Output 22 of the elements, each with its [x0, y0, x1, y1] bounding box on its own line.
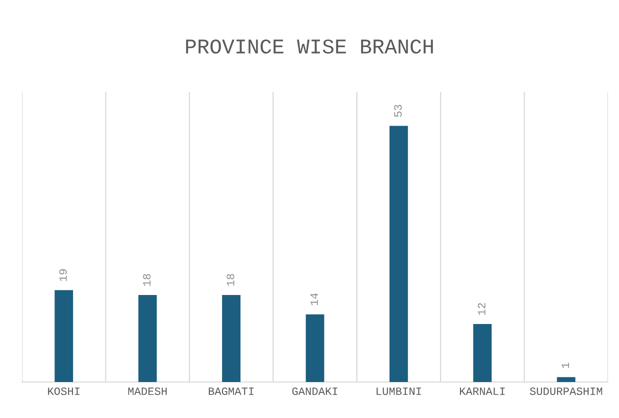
- data-label: 14: [310, 293, 318, 306]
- data-label: 18: [226, 274, 234, 286]
- x-tick-label: GANDAKI: [292, 387, 338, 396]
- chart-title: PROVINCE WISE BRANCH: [186, 39, 433, 54]
- bar: [473, 324, 492, 382]
- x-tick-label: LUMBINI: [376, 388, 421, 396]
- x-tick-label: KOSHI: [48, 387, 80, 396]
- bar: [54, 290, 74, 382]
- bar: [306, 314, 324, 382]
- bar: [138, 295, 157, 382]
- x-tick-label: BAGMATI: [208, 387, 254, 396]
- bar: [222, 295, 240, 382]
- x-tick-label: MADESH: [128, 387, 167, 396]
- x-tick-label: KARNALI: [460, 388, 505, 395]
- data-label: 53: [394, 104, 402, 117]
- data-label: 12: [478, 303, 486, 315]
- data-label: 1: [562, 362, 570, 368]
- x-tick-label: SUDURPASHIM: [530, 387, 602, 396]
- data-label: 19: [59, 269, 67, 282]
- data-label: 18: [143, 274, 151, 286]
- bar: [556, 377, 576, 382]
- bar: [390, 126, 408, 382]
